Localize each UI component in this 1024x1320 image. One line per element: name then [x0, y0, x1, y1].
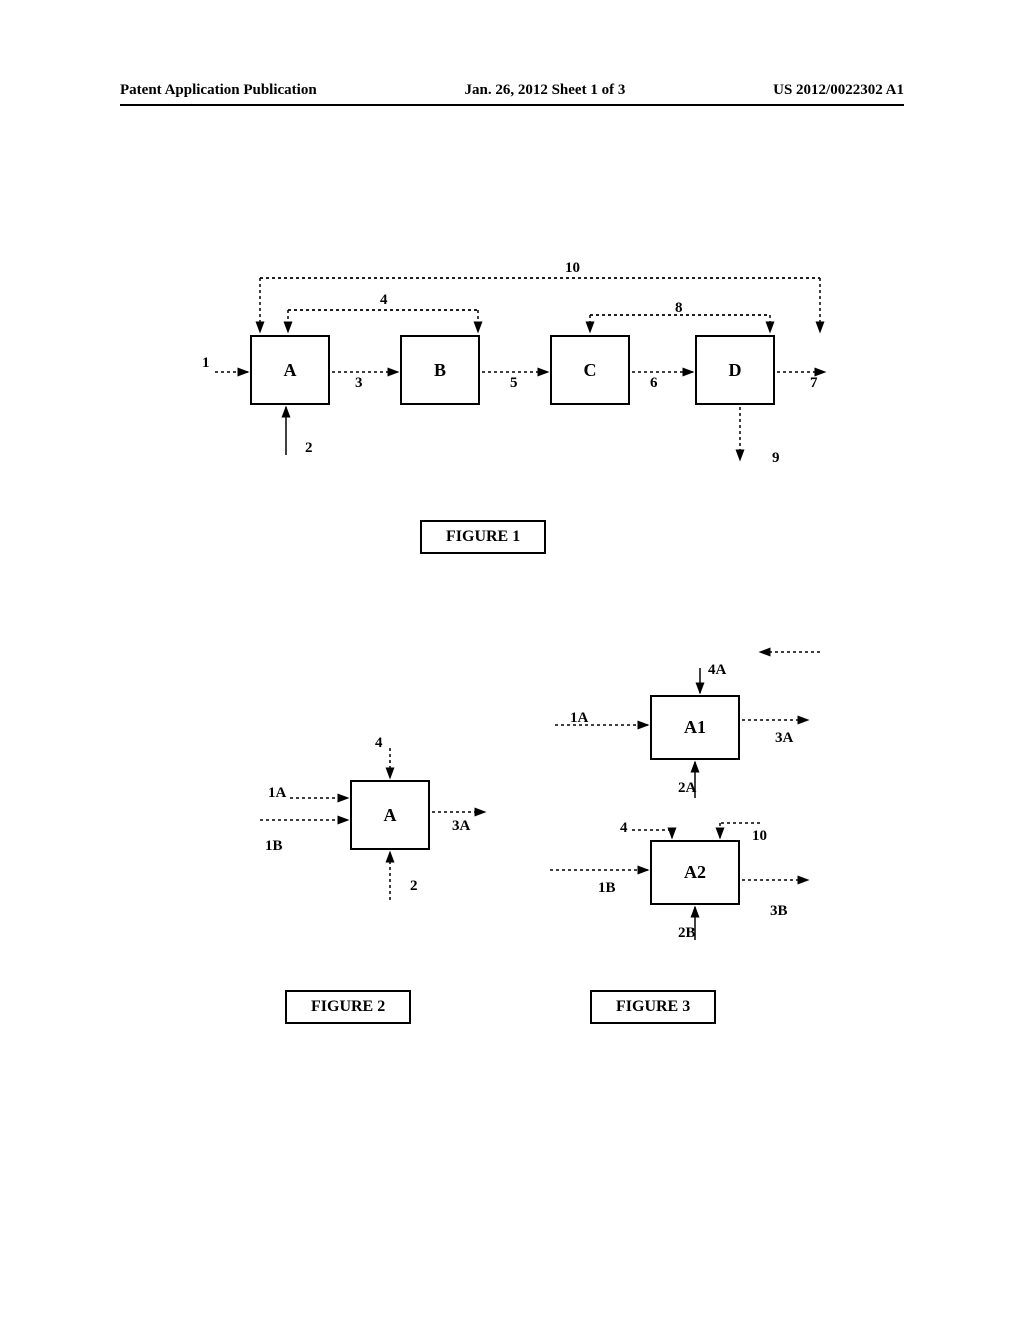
- box-label: C: [584, 360, 597, 381]
- figure3-label-3A: 3A: [775, 730, 793, 747]
- figure3-label-4: 4: [620, 820, 628, 837]
- figure1-label-2: 2: [305, 440, 313, 457]
- page-header: Patent Application Publication Jan. 26, …: [0, 82, 1024, 99]
- header-divider: [120, 104, 904, 106]
- figure2-caption: FIGURE 2: [285, 990, 411, 1024]
- figure2-label-2: 2: [410, 878, 418, 895]
- figure3-label-2A: 2A: [678, 780, 696, 797]
- header-center: Jan. 26, 2012 Sheet 1 of 3: [464, 82, 625, 99]
- figure1-label-3: 3: [355, 375, 363, 392]
- figure2-label-4: 4: [375, 735, 383, 752]
- figure2-label-3A: 3A: [452, 818, 470, 835]
- figure3-label-2B: 2B: [678, 925, 696, 942]
- figure1-label-5: 5: [510, 375, 518, 392]
- figure1-label-10: 10: [565, 260, 580, 277]
- figure2-label-1A: 1A: [268, 785, 286, 802]
- box-label: A1: [684, 717, 706, 738]
- figure3-arrows: [520, 630, 920, 1030]
- box-label: A: [284, 360, 297, 381]
- figure1-box-B: B: [400, 335, 480, 405]
- figure3-label-4A: 4A: [708, 662, 726, 679]
- figure1-caption: FIGURE 1: [420, 520, 546, 554]
- figure1-label-8: 8: [675, 300, 683, 317]
- figure2-arrows: [120, 640, 540, 1020]
- figure1-label-6: 6: [650, 375, 658, 392]
- figure3-label-1A: 1A: [570, 710, 588, 727]
- figure3-caption: FIGURE 3: [590, 990, 716, 1024]
- header-right: US 2012/0022302 A1: [773, 82, 904, 99]
- box-label: B: [434, 360, 446, 381]
- header-left: Patent Application Publication: [120, 82, 317, 99]
- figure2-box-A: A: [350, 780, 430, 850]
- figure3-label-10: 10: [752, 828, 767, 845]
- figure3-box-A2: A2: [650, 840, 740, 905]
- figure3-label-1B: 1B: [598, 880, 616, 897]
- figure3-label-3B: 3B: [770, 903, 788, 920]
- figure1-box-A: A: [250, 335, 330, 405]
- figure3-box-A1: A1: [650, 695, 740, 760]
- figure1-box-C: C: [550, 335, 630, 405]
- box-label: A: [384, 805, 397, 826]
- figure1-label-9: 9: [772, 450, 780, 467]
- figure1-label-1: 1: [202, 355, 210, 372]
- box-label: D: [729, 360, 742, 381]
- figure1-label-4: 4: [380, 292, 388, 309]
- figure1-label-7: 7: [810, 375, 818, 392]
- box-label: A2: [684, 862, 706, 883]
- figure1-box-D: D: [695, 335, 775, 405]
- figure2-label-1B: 1B: [265, 838, 283, 855]
- figure-canvas: A B C D 1 2 3 4 5 6 7 8 9 10 FIGURE 1 A …: [120, 200, 904, 1160]
